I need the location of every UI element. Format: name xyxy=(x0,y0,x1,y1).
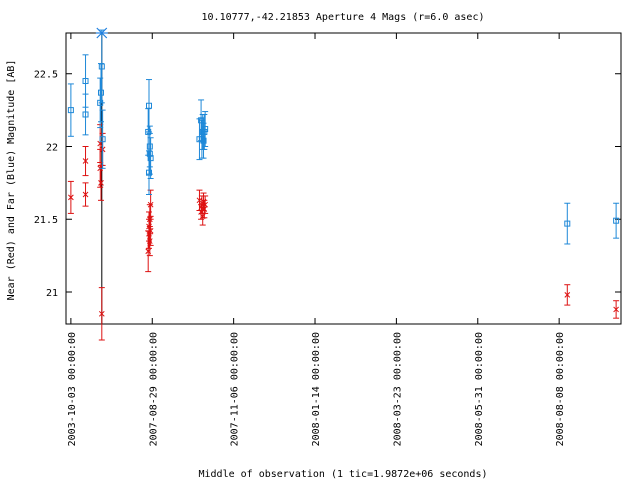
square-marker xyxy=(564,220,571,227)
square-marker xyxy=(147,155,154,162)
square-marker xyxy=(146,143,153,150)
series-1-point-20 xyxy=(564,202,571,245)
x-tick-label-2: 2007-11-06 00:00:00 xyxy=(230,332,241,446)
cross-marker-b xyxy=(564,292,571,298)
series-1-point-12 xyxy=(147,137,154,179)
cross-marker-b xyxy=(82,191,89,198)
square-marker xyxy=(82,111,89,118)
square-marker xyxy=(98,63,105,70)
series-1-point-21 xyxy=(613,202,620,239)
series-0-point-2 xyxy=(82,145,89,177)
y-tick-label-1: 21.5 xyxy=(34,215,58,226)
axis-ticks: 2003-10-03 00:00:00 2007-08-29 00:00:00 20… xyxy=(34,33,621,446)
chart-title: 10.10777,-42.21853 Aperture 4 Mags (r=6.… xyxy=(202,12,485,23)
x-tick-label-6: 2008-08-08 00:00:00 xyxy=(555,332,566,446)
square-marker xyxy=(67,107,74,114)
square-marker xyxy=(613,217,620,224)
series-1-point-5 xyxy=(98,29,105,104)
series-1-point-11 xyxy=(146,125,153,168)
series-0-point-15 xyxy=(196,189,203,212)
square-marker xyxy=(146,169,153,176)
x-tick-label-0: 2003-10-03 00:00:00 xyxy=(67,332,78,446)
x-tick-label-5: 2008-05-31 00:00:00 xyxy=(474,332,485,446)
x-axis-label: Middle of observation (1 tic=1.9872e+06 … xyxy=(199,469,488,480)
cross-marker-b xyxy=(196,197,203,204)
cross-marker-b xyxy=(68,194,74,201)
y-tick-label-0: 21 xyxy=(46,288,58,299)
cross-marker-b xyxy=(147,201,154,208)
series-1-point-2 xyxy=(82,93,89,136)
series-0-point-6 xyxy=(98,287,105,341)
cross-marker-b xyxy=(201,206,208,212)
square-marker xyxy=(146,102,153,109)
series-0-point-5 xyxy=(97,164,104,201)
cross-marker-b xyxy=(613,306,619,313)
series-1-point-0 xyxy=(67,83,74,137)
series-1-point-6 xyxy=(99,109,106,169)
cross-marker-b xyxy=(82,158,89,164)
series-1-point-19 xyxy=(202,111,209,147)
cross-marker-b xyxy=(98,310,105,317)
square-marker xyxy=(200,137,207,144)
y-axis-label: Near (Red) and Far (Blue) Magnitude [AB] xyxy=(6,60,17,301)
y-tick-label-3: 22.5 xyxy=(34,70,58,81)
series-0-point-0 xyxy=(67,180,74,214)
series-0-point-21 xyxy=(202,195,209,214)
series-0-point-20 xyxy=(201,199,208,219)
square-marker xyxy=(97,89,104,96)
series-1-point-8 xyxy=(146,79,153,133)
square-marker xyxy=(99,136,106,143)
x-tick-label-3: 2008-01-14 00:00:00 xyxy=(311,332,322,446)
data-marks xyxy=(67,27,620,341)
cross-marker-b xyxy=(98,180,104,186)
x-tick-label-4: 2008-03-23 00:00:00 xyxy=(392,332,403,446)
plot-frame xyxy=(65,32,622,325)
series-0-point-23 xyxy=(613,300,620,319)
square-marker xyxy=(202,126,209,133)
square-marker xyxy=(82,78,89,85)
y-tick-label-2: 22 xyxy=(46,142,58,153)
cross-marker-b xyxy=(147,228,154,234)
cross-marker-b xyxy=(146,238,153,244)
x-tick-label-1: 2007-08-29 00:00:00 xyxy=(148,332,159,446)
series-0-point-22 xyxy=(564,284,571,306)
cross-marker-b xyxy=(202,201,209,208)
series-0-point-1 xyxy=(82,182,89,207)
